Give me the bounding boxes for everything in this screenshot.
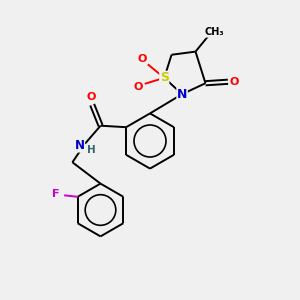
Text: N: N: [177, 88, 187, 101]
Text: O: O: [86, 92, 95, 102]
Text: N: N: [75, 139, 85, 152]
Text: O: O: [138, 54, 147, 64]
Text: S: S: [160, 71, 169, 84]
Text: CH₃: CH₃: [205, 27, 224, 37]
Text: O: O: [134, 82, 143, 92]
Text: F: F: [52, 189, 60, 199]
Text: H: H: [87, 145, 96, 155]
Text: O: O: [230, 77, 239, 87]
